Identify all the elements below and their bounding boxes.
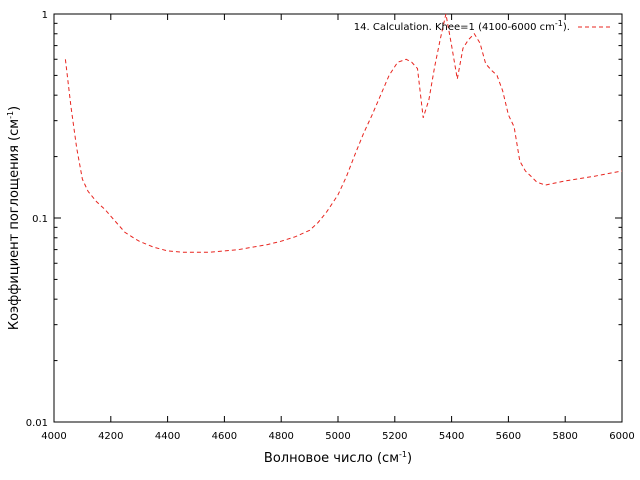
legend-series-name-sup: -1	[555, 19, 563, 28]
x-axis-label: Волновое число (см-1)	[264, 450, 412, 466]
legend-series-name: 14. Calculation. Khee=1 (4100-6000 cm	[354, 22, 555, 33]
x-axis-label-sup: -1	[399, 450, 407, 459]
y-axis-ticks: 0.01 0.1 1	[26, 10, 622, 429]
legend: 14. Calculation. Khee=1 (4100-6000 cm-1)…	[354, 19, 610, 33]
y-tick-label: 1	[42, 10, 48, 21]
x-tick-label: 5400	[439, 431, 464, 442]
x-tick-label: 5200	[382, 431, 407, 442]
legend-series-name-suffix: ).	[563, 22, 570, 33]
x-axis-ticks: 4000 4200 4400 4600 4800 5000 5200 5400 5600 5800…	[41, 14, 635, 442]
x-tick-label: 4200	[98, 431, 123, 442]
y-tick-label: 0.01	[26, 418, 48, 429]
y-axis-label-sup: -1	[6, 111, 15, 119]
x-tick-label: 4400	[155, 431, 180, 442]
y-tick-label: 0.1	[32, 214, 48, 225]
x-tick-label: 4000	[41, 431, 66, 442]
x-tick-label: 4600	[212, 431, 237, 442]
x-axis-label-suffix: )	[407, 451, 412, 466]
x-tick-label: 6000	[609, 431, 634, 442]
y-axis-label-text: Коэффициент поглощения (см	[7, 119, 22, 330]
x-tick-label: 5000	[325, 431, 350, 442]
x-axis-label-text: Волновое число (см	[264, 451, 399, 466]
x-tick-label: 5800	[552, 431, 577, 442]
y-axis-label-suffix: )	[7, 106, 22, 111]
legend-label: 14. Calculation. Khee=1 (4100-6000 cm-1)…	[354, 19, 570, 33]
x-tick-label: 5600	[496, 431, 521, 442]
x-tick-label: 4800	[268, 431, 293, 442]
series-line	[64, 13, 623, 253]
plot-frame	[53, 13, 623, 423]
y-axis-label: Коэффициент поглощения (см-1)	[6, 106, 22, 330]
